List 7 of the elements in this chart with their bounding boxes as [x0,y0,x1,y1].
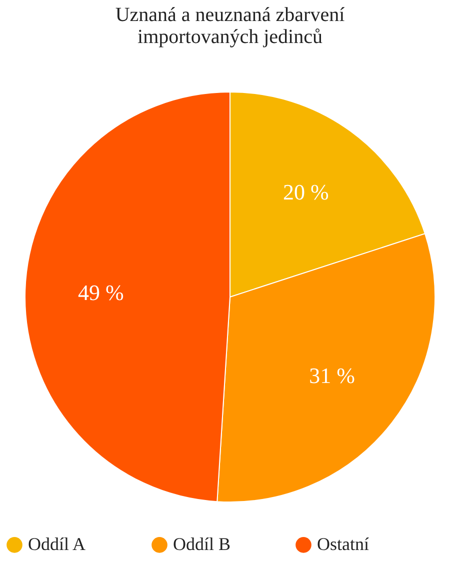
data-label: 20 % [283,180,329,205]
chart-title: Uznaná a neuznaná zbarvení importovaných jedinců [115,4,346,48]
data-label: 49 % [78,280,124,305]
legend-label: Oddíl B [173,534,231,554]
data-label: 31 % [309,363,355,388]
legend-label: Ostatní [317,534,369,554]
legend-label: Oddíl A [28,534,86,554]
